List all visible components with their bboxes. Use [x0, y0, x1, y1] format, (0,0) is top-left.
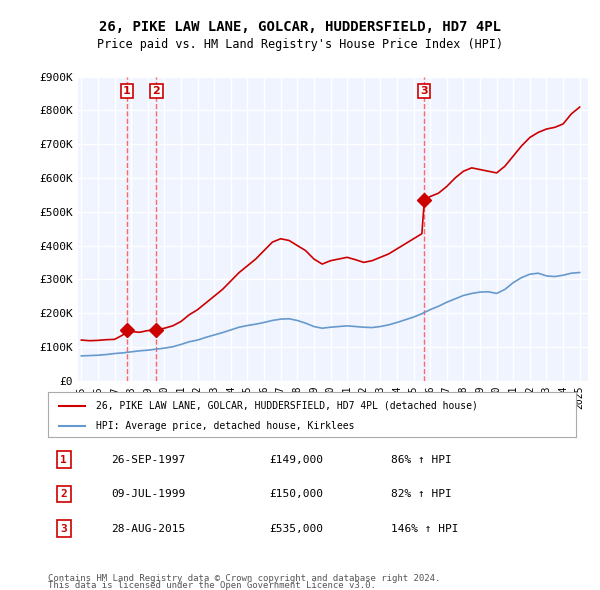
Text: £535,000: £535,000	[270, 523, 324, 533]
Text: 1: 1	[123, 86, 131, 96]
Text: 86% ↑ HPI: 86% ↑ HPI	[391, 455, 452, 465]
Text: 26-SEP-1997: 26-SEP-1997	[112, 455, 185, 465]
Text: 28-AUG-2015: 28-AUG-2015	[112, 523, 185, 533]
Text: 1: 1	[61, 455, 67, 465]
Text: 2: 2	[152, 86, 160, 96]
Text: HPI: Average price, detached house, Kirklees: HPI: Average price, detached house, Kirk…	[95, 421, 354, 431]
Text: £149,000: £149,000	[270, 455, 324, 465]
Text: 3: 3	[61, 523, 67, 533]
Text: 2: 2	[61, 489, 67, 499]
Text: 09-JUL-1999: 09-JUL-1999	[112, 489, 185, 499]
Text: 26, PIKE LAW LANE, GOLCAR, HUDDERSFIELD, HD7 4PL: 26, PIKE LAW LANE, GOLCAR, HUDDERSFIELD,…	[99, 19, 501, 34]
Text: 146% ↑ HPI: 146% ↑ HPI	[391, 523, 459, 533]
Text: 3: 3	[421, 86, 428, 96]
Text: Contains HM Land Registry data © Crown copyright and database right 2024.: Contains HM Land Registry data © Crown c…	[48, 574, 440, 583]
Text: 82% ↑ HPI: 82% ↑ HPI	[391, 489, 452, 499]
Text: Price paid vs. HM Land Registry's House Price Index (HPI): Price paid vs. HM Land Registry's House …	[97, 38, 503, 51]
Text: 26, PIKE LAW LANE, GOLCAR, HUDDERSFIELD, HD7 4PL (detached house): 26, PIKE LAW LANE, GOLCAR, HUDDERSFIELD,…	[95, 401, 478, 411]
Text: £150,000: £150,000	[270, 489, 324, 499]
Text: This data is licensed under the Open Government Licence v3.0.: This data is licensed under the Open Gov…	[48, 581, 376, 590]
